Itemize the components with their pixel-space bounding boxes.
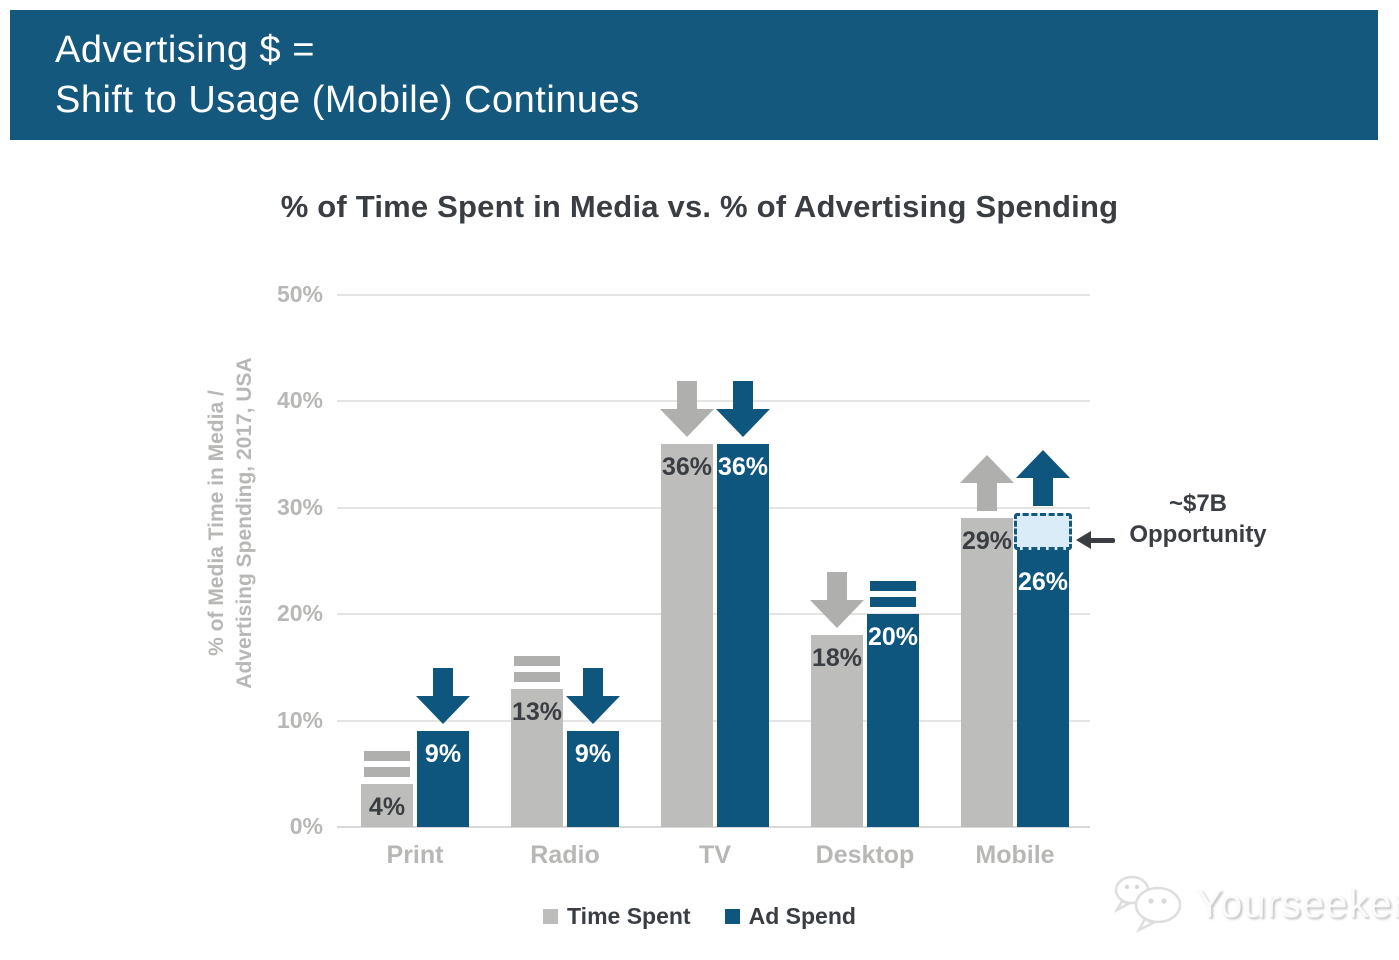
y-tick-label: 50% — [276, 281, 323, 307]
bar-ad-spend-print — [417, 731, 469, 827]
bar-value-label: 4% — [368, 793, 406, 822]
opportunity-box — [1014, 513, 1072, 551]
y-axis-label-line-1: % of Media Time in Media / — [205, 390, 228, 656]
chart-legend: Time Spent Ad Spend — [0, 903, 1399, 930]
legend-label-time-spent: Time Spent — [567, 903, 691, 929]
bar-time-spent-desktop — [811, 635, 863, 827]
legend-label-ad-spend: Ad Spend — [748, 903, 856, 929]
trend-down-icon — [566, 668, 620, 725]
legend-item-ad-spend: Ad Spend — [724, 903, 856, 930]
gridline-10 — [337, 719, 1090, 722]
y-tick-label: 40% — [276, 387, 323, 414]
trend-down-icon — [810, 572, 864, 629]
gridline-20 — [337, 613, 1090, 616]
opportunity-value: ~$7B — [1168, 490, 1228, 517]
plot-area: ~$7B Opportunity 0% 10% 20% 30% 40% 50% 4% 9% Pr… — [277, 281, 1267, 869]
bar-value-label: 20% — [867, 623, 919, 652]
gridline-30 — [337, 506, 1090, 509]
legend-item-time-spent: Time Spent — [543, 903, 691, 930]
chat-bubbles-icon — [1108, 870, 1192, 939]
bar-ad-spend-desktop — [867, 614, 919, 827]
category-label-print: Print — [386, 841, 444, 869]
watermark: Yourseeker — [1108, 870, 1399, 939]
opportunity-arrowhead-icon — [1076, 531, 1091, 549]
opportunity-annotation: ~$7B Opportunity — [1113, 488, 1283, 550]
category-label-radio: Radio — [530, 841, 600, 869]
trend-up-icon — [960, 455, 1014, 512]
bar-ad-spend-radio — [567, 731, 619, 827]
bar-value-label: 26% — [1017, 568, 1069, 597]
bar-value-label: 9% — [424, 740, 462, 769]
bar-ad-spend-tv — [717, 443, 769, 827]
header-line-2: Shift to Usage (Mobile) Continues — [55, 79, 640, 121]
category-label-tv: TV — [699, 841, 731, 869]
bar-value-label: 36% — [717, 452, 769, 481]
header-line-1: Advertising $ = — [55, 29, 315, 71]
bar-time-spent-mobile — [961, 518, 1013, 827]
gridline-40 — [337, 400, 1090, 403]
bar-ad-spend-mobile — [1017, 550, 1069, 827]
watermark-text: Yourseeker — [1196, 882, 1399, 926]
category-label-desktop: Desktop — [815, 841, 915, 869]
bar-time-spent-tv — [661, 443, 713, 827]
bar-value-label: 18% — [811, 644, 863, 673]
trend-down-icon — [416, 668, 470, 725]
opportunity-arrow-line — [1089, 538, 1115, 543]
time-spent-swatch-icon — [543, 909, 559, 924]
y-tick-label: 0% — [289, 813, 323, 839]
trend-equals-icon — [364, 751, 410, 778]
trend-down-icon — [716, 380, 770, 437]
header-banner: Advertising $ = Shift to Usage (Mobile) … — [10, 10, 1378, 140]
gridline-50 — [337, 294, 1090, 296]
ad-spend-swatch-icon — [724, 909, 740, 924]
chart-title: % of Time Spent in Media vs. % of Advert… — [280, 189, 1119, 224]
opportunity-label: Opportunity — [1129, 521, 1267, 548]
y-tick-label: 10% — [276, 706, 323, 733]
category-label-mobile: Mobile — [975, 841, 1055, 869]
y-tick-label: 30% — [276, 493, 323, 520]
y-tick-label: 20% — [276, 600, 323, 627]
bar-value-label: 36% — [661, 452, 713, 481]
trend-up-icon — [1016, 450, 1070, 507]
bar-value-label: 29% — [961, 527, 1013, 556]
trend-equals-icon — [514, 655, 560, 682]
bar-value-label: 13% — [511, 697, 563, 726]
trend-equals-icon — [870, 581, 916, 608]
trend-down-icon — [660, 380, 714, 437]
bar-time-spent-radio — [511, 688, 563, 827]
bar-time-spent-print — [361, 784, 413, 827]
bar-value-label: 9% — [574, 740, 612, 769]
gridline-0 — [337, 826, 1090, 828]
